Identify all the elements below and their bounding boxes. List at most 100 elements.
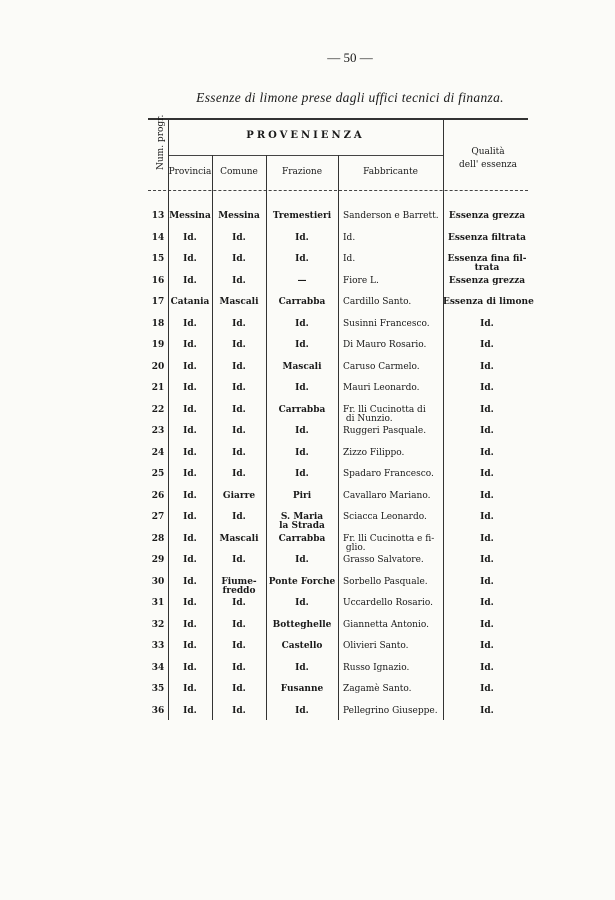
cell-provincia: Id. — [183, 426, 197, 436]
cell-num: 13 — [151, 211, 165, 221]
cell-comune: Mascali — [219, 297, 259, 307]
cell-num: 30 — [151, 576, 165, 587]
cell-qualita: Id. — [480, 684, 494, 694]
cell-qualita: Essenza di limone — [443, 297, 534, 307]
cell-fabbricante: Fr. lli Cucinotta di di Nunzio. — [343, 404, 426, 424]
cell-comune: Id. — [232, 232, 246, 243]
cell-comune: Id. — [232, 684, 246, 694]
cell-fabbricante: Uccardello Rosario. — [343, 598, 433, 608]
cell-qualita: Id. — [480, 340, 494, 350]
cell-num: 17 — [151, 297, 165, 307]
cell-fabbricante: Id. — [343, 232, 356, 243]
cell-frazione: Id. — [295, 318, 309, 329]
cell-num: 26 — [151, 490, 165, 501]
cell-frazione: S. Maria la Strada — [279, 512, 325, 531]
cell-provincia: Id. — [183, 469, 197, 479]
cell-num: 16 — [151, 275, 165, 286]
cell-comune: Id. — [232, 426, 246, 436]
cell-frazione: Castello — [281, 641, 323, 651]
cell-num: 18 — [151, 318, 165, 329]
cell-num: 22 — [151, 404, 165, 415]
cell-comune: Id. — [232, 705, 246, 716]
cell-provincia: Id. — [183, 361, 197, 372]
header-qualita: Qualità — [471, 147, 505, 157]
cell-num: 23 — [151, 426, 165, 436]
cell-comune: Id. — [232, 404, 246, 415]
cell-frazione: Id. — [295, 232, 309, 243]
cell-frazione: Id. — [295, 447, 309, 458]
cell-provincia: Id. — [183, 404, 197, 415]
cell-frazione: Id. — [295, 469, 309, 479]
cell-provincia: Id. — [183, 340, 197, 350]
cell-qualita: Id. — [480, 404, 494, 415]
cell-qualita: Id. — [480, 469, 494, 479]
header-num-progr: Num. progr. — [156, 114, 166, 170]
cell-comune: Id. — [232, 469, 246, 479]
cell-num: 15 — [151, 254, 165, 264]
cell-comune: Id. — [232, 275, 246, 286]
cell-frazione: Id. — [295, 426, 309, 436]
cell-frazione: Id. — [295, 340, 309, 350]
cell-frazione: Tremestieri — [272, 211, 332, 221]
cell-num: 19 — [151, 340, 165, 350]
cell-provincia: Id. — [183, 598, 197, 608]
header-provincia: Provincia — [168, 167, 212, 177]
cell-comune: Id. — [232, 598, 246, 608]
column-divider — [266, 155, 267, 720]
cell-fabbricante: Pellegrino Giuseppe. — [343, 705, 438, 716]
cell-fabbricante: Mauri Leonardo. — [343, 383, 420, 393]
cell-provincia: Id. — [183, 684, 197, 694]
cell-comune: Id. — [232, 555, 246, 565]
cell-frazione: Id. — [295, 383, 309, 393]
cell-qualita: Essenza grezza — [448, 211, 526, 221]
cell-qualita: Id. — [480, 383, 494, 393]
cell-num: 27 — [151, 512, 165, 522]
cell-comune: Id. — [232, 512, 246, 522]
cell-comune: Id. — [232, 619, 246, 630]
cell-comune: Id. — [232, 662, 246, 673]
cell-provincia: Id. — [183, 641, 197, 651]
cell-num: 25 — [151, 469, 165, 479]
cell-num: 34 — [151, 662, 165, 673]
cell-frazione: — — [297, 275, 307, 286]
cell-fabbricante: Russo Ignazio. — [343, 662, 410, 673]
table-top-rule — [148, 118, 528, 120]
cell-num: 20 — [151, 361, 165, 372]
table-caption: Essenze di limone prese dagli uffici tec… — [196, 90, 504, 105]
column-divider — [443, 118, 444, 720]
cell-fabbricante: Cardillo Santo. — [343, 297, 412, 307]
cell-comune: Id. — [232, 318, 246, 329]
cell-frazione: Carrabba — [278, 297, 326, 307]
cell-frazione: Piri — [292, 490, 312, 501]
cell-num: 14 — [151, 232, 165, 243]
cell-provincia: Id. — [183, 232, 197, 243]
cell-frazione: Id. — [295, 555, 309, 565]
cell-qualita: Id. — [480, 361, 494, 372]
column-divider — [168, 118, 169, 720]
cell-comune: Id. — [232, 447, 246, 458]
cell-fabbricante: Caruso Carmelo. — [343, 361, 420, 372]
cell-comune: Id. — [232, 254, 246, 264]
cell-qualita: Id. — [480, 426, 494, 436]
cell-fabbricante: Ruggeri Pasquale. — [343, 426, 427, 436]
cell-num: 24 — [151, 447, 165, 458]
page-number: — 50 — — [327, 50, 373, 65]
cell-qualita: Essenza fina fil- trata — [447, 254, 527, 273]
cell-comune: Id. — [232, 383, 246, 393]
cell-provincia: Messina — [169, 211, 211, 221]
cell-fabbricante: Grasso Salvatore. — [343, 555, 424, 565]
cell-provincia: Id. — [183, 383, 197, 393]
header-fabbricante: Fabbricante — [363, 167, 418, 177]
cell-provincia: Id. — [183, 662, 197, 673]
group-header-rule — [168, 155, 443, 156]
cell-provincia: Id. — [183, 254, 197, 264]
cell-comune: Id. — [232, 340, 246, 350]
cell-frazione: Carrabba — [278, 404, 326, 415]
cell-provincia: Id. — [183, 705, 197, 716]
cell-comune: Id. — [232, 361, 246, 372]
cell-frazione: Botteghelle — [272, 619, 332, 630]
cell-frazione: Id. — [295, 705, 309, 716]
cell-provincia: Id. — [183, 275, 197, 286]
cell-provincia: Catania — [170, 297, 210, 307]
cell-fabbricante: Id. — [343, 254, 356, 264]
